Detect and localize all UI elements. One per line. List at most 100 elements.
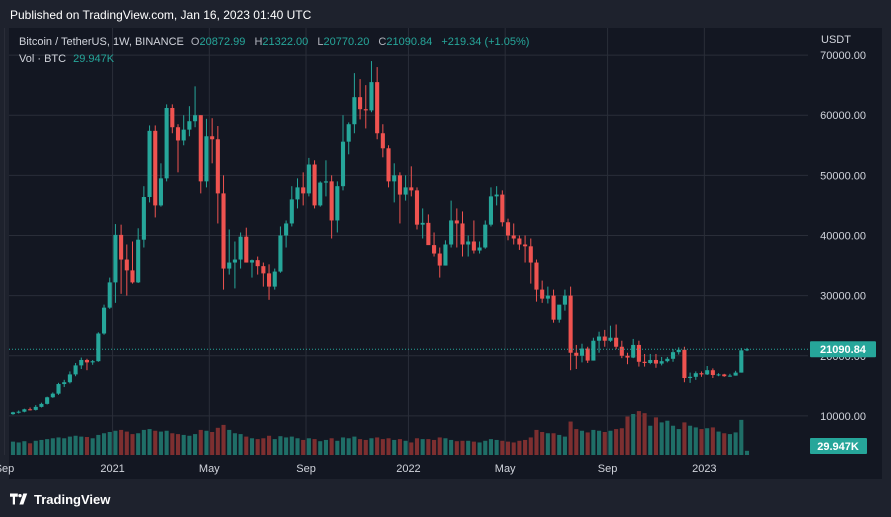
volume-bar: [96, 434, 101, 455]
candle-body: [517, 238, 522, 245]
volume-bar: [608, 430, 613, 455]
volume-bar: [705, 428, 710, 455]
candle-body: [375, 82, 380, 134]
change-value: +219.34 (+1.05%): [441, 36, 530, 48]
volume-bar: [483, 440, 488, 455]
candle-body: [249, 260, 255, 263]
candle-body: [403, 187, 408, 195]
volume-bar: [255, 439, 260, 455]
volume-bar: [443, 438, 448, 455]
volume-bar: [375, 437, 380, 455]
volume-value: 29.947K: [73, 53, 115, 65]
candle-body: [579, 348, 585, 356]
volume-label: Vol · BTC: [19, 53, 67, 65]
volume-bar: [500, 440, 505, 455]
volume-bar: [591, 429, 596, 455]
candle-body: [545, 295, 550, 299]
candle-body: [221, 193, 226, 269]
candle-body: [56, 384, 61, 394]
candle-body: [562, 295, 567, 305]
candle-body: [534, 262, 539, 290]
volume-bar: [392, 439, 397, 455]
volume-bar: [676, 429, 681, 455]
last-price-badge: [810, 341, 876, 358]
candle-body: [619, 346, 624, 356]
candle-body: [335, 186, 340, 221]
volume-bar: [517, 440, 522, 455]
tradingview-logo-icon: [10, 493, 28, 505]
candle-body: [73, 365, 78, 375]
volume-bar: [358, 439, 363, 455]
candle-body: [227, 262, 232, 269]
volume-bar: [380, 439, 385, 455]
candle-body: [346, 124, 351, 142]
price-tick-label: 60000.00: [820, 110, 866, 122]
volume-bar: [488, 439, 494, 455]
volume-bar: [471, 441, 476, 455]
volume-bar: [545, 433, 550, 455]
volume-bar: [733, 432, 738, 455]
candle-body: [107, 282, 112, 308]
volume-bar: [215, 427, 220, 455]
volume-bar: [147, 429, 152, 455]
candle-body: [625, 355, 630, 358]
time-tick-label: May: [199, 463, 220, 475]
time-axis: Sep 2021 May Sep 2022 May Sep 2023: [0, 463, 717, 475]
volume-bar: [90, 438, 95, 455]
volume-bar: [460, 440, 465, 455]
candle-body: [682, 349, 687, 379]
volume-bar: [540, 432, 545, 455]
candle-body: [329, 181, 334, 221]
volume-bar: [323, 439, 328, 455]
price-tick-label: 40000.00: [820, 230, 866, 242]
candle-body: [614, 337, 619, 347]
candle-body: [409, 187, 414, 191]
volume-bar: [295, 438, 300, 455]
candle-body: [727, 375, 732, 377]
candle-body: [261, 266, 266, 274]
volume-bar: [238, 434, 243, 455]
volume-bar: [45, 439, 50, 455]
volume-bar: [722, 433, 727, 455]
volume-bar: [198, 429, 203, 455]
volume-bar: [437, 437, 442, 455]
volume-bar: [335, 440, 340, 455]
volume-bar: [187, 435, 192, 455]
open-value: 20872.99: [199, 36, 246, 48]
candle-body: [551, 295, 556, 320]
candle-body: [739, 350, 744, 373]
volume-bar: [73, 435, 78, 455]
candle-body: [705, 370, 710, 375]
candle-body: [215, 139, 220, 194]
candle-body: [119, 234, 124, 260]
candle-body: [153, 130, 158, 206]
price-tick-label: 70000.00: [820, 50, 866, 62]
volume-bar: [511, 442, 516, 455]
tradingview-brand: TradingView: [10, 490, 110, 508]
candle-body: [528, 246, 533, 263]
volume-bar: [414, 438, 420, 455]
candle-body: [45, 397, 50, 404]
volume-bar: [534, 429, 539, 455]
candle-body: [301, 187, 306, 194]
volume-bar: [130, 434, 135, 455]
candle-body: [187, 121, 192, 130]
candle-body: [540, 289, 545, 299]
candle-body: [511, 235, 516, 239]
candle-body: [164, 107, 169, 179]
volume-bar: [22, 441, 27, 455]
volume-bar: [249, 438, 255, 455]
volume-bar: [79, 436, 84, 455]
volume-bar: [739, 419, 744, 455]
volume-bar: [625, 416, 630, 455]
volume-bar: [284, 437, 289, 455]
candle-body: [90, 361, 95, 363]
volume-bar: [716, 431, 721, 455]
candle-body: [483, 224, 488, 248]
volume-bar: [574, 429, 579, 455]
candle-body: [642, 361, 647, 363]
volume-bar: [340, 437, 346, 455]
volume-bar: [642, 413, 647, 455]
close-value: 21090.84: [386, 36, 433, 48]
